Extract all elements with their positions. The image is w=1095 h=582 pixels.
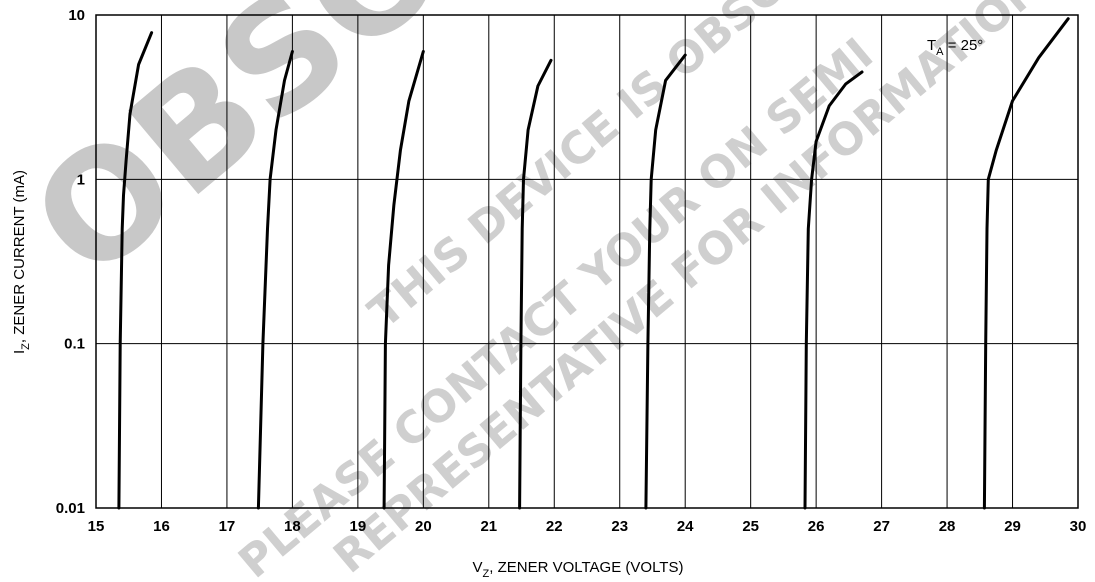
y-tick-1: 1 [77, 171, 85, 188]
zener-curve-6 [803, 70, 864, 510]
x-tick-24: 24 [677, 518, 694, 535]
zener-curve-5 [644, 53, 687, 510]
zener-curve-3 [382, 50, 425, 510]
x-tick-23: 23 [611, 518, 628, 535]
x-tick-20: 20 [415, 518, 432, 535]
y-tick-labels: 0.01 0.1 1 10 [56, 7, 85, 517]
zener-curve-7 [982, 17, 1070, 510]
zener-curve-4 [518, 58, 553, 510]
x-tick-labels: 15 16 17 18 19 20 21 22 23 24 25 26 27 28 29 30 [88, 518, 1087, 535]
x-tick-16: 16 [153, 518, 170, 535]
x-tick-29: 29 [1004, 518, 1021, 535]
y-tick-0.01: 0.01 [56, 500, 85, 517]
x-tick-15: 15 [88, 518, 105, 535]
y-axis-title: IZ, ZENER CURRENT (mA) [11, 170, 32, 354]
y-tick-10: 10 [68, 7, 85, 24]
plot-frame [95, 14, 1079, 509]
zener-curve-1 [117, 31, 154, 510]
x-tick-30: 30 [1070, 518, 1087, 535]
x-tick-21: 21 [480, 518, 497, 535]
x-tick-25: 25 [742, 518, 759, 535]
zener-curve-2 [256, 50, 294, 510]
x-tick-17: 17 [219, 518, 236, 535]
temperature-annotation: TA = 25° [927, 37, 983, 58]
x-tick-28: 28 [939, 518, 956, 535]
x-tick-26: 26 [808, 518, 825, 535]
x-axis-title: VZ, ZENER VOLTAGE (VOLTS) [473, 559, 684, 580]
x-tick-18: 18 [284, 518, 301, 535]
curves [117, 17, 1070, 510]
watermark: OBSOLETE THIS DEVICE IS OBSOLETE PLEASE … [1, 0, 1052, 582]
plot-border [95, 14, 1079, 509]
x-tick-19: 19 [350, 518, 367, 535]
y-tick-0.1: 0.1 [64, 336, 85, 353]
x-tick-27: 27 [873, 518, 890, 535]
x-tick-22: 22 [546, 518, 563, 535]
